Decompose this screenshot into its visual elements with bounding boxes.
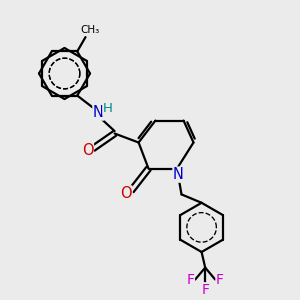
Text: O: O xyxy=(82,143,93,158)
Text: F: F xyxy=(201,283,209,297)
Text: CH₃: CH₃ xyxy=(80,25,99,35)
Text: O: O xyxy=(120,186,132,201)
Text: N: N xyxy=(93,105,104,120)
Text: F: F xyxy=(216,273,224,287)
Text: H: H xyxy=(103,101,113,115)
Text: N: N xyxy=(173,167,184,182)
Text: F: F xyxy=(186,273,194,287)
